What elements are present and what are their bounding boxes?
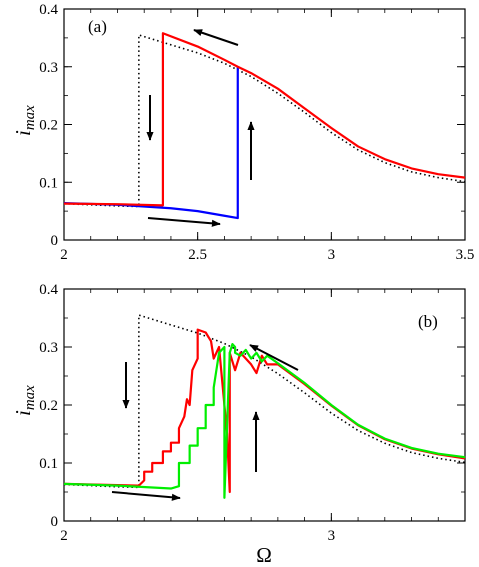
panel-label-b: (b) <box>418 312 438 331</box>
arrows-b <box>111 344 299 501</box>
arrow-up-left-icon <box>193 29 239 46</box>
y-tick-label: 0.1 <box>39 456 58 472</box>
ticks-a: 2 2.5 3 3.5 0 0.1 0.2 0.3 0.4 <box>39 2 474 263</box>
x-tick-label: 2 <box>60 247 68 263</box>
x-axis-label: Ω <box>256 543 272 567</box>
panel-a: 2 2.5 3 3.5 0 0.1 0.2 0.3 0.4 (a) <box>39 2 474 263</box>
x-tick-label: 2 <box>60 528 68 544</box>
y-tick-label: 0.3 <box>39 340 58 356</box>
series-line-0 <box>63 34 466 208</box>
y-tick-label: 0.2 <box>39 118 58 134</box>
x-tick-label: 3.5 <box>456 247 475 263</box>
y-tick-label: 0.4 <box>39 282 58 298</box>
series-line-0 <box>63 314 466 489</box>
panel-label-a: (a) <box>88 17 107 36</box>
y-tick-label: 0.4 <box>39 2 58 18</box>
arrows-a <box>146 29 255 227</box>
x-tick-label: 3 <box>328 528 336 544</box>
y-tick-label: 0 <box>51 233 59 249</box>
y-tick-label: 0.1 <box>39 175 58 191</box>
series-line-1 <box>63 328 466 494</box>
y-tick-label: 0.3 <box>39 60 58 76</box>
series-a <box>63 32 466 220</box>
series-line-1 <box>63 66 239 220</box>
arrow-up-left-icon <box>249 344 299 371</box>
series-b <box>63 314 466 499</box>
y-axis-label-b: imax <box>11 385 38 416</box>
x-tick-label: 3 <box>328 247 336 263</box>
y-tick-label: 0 <box>51 514 59 530</box>
arrow-right-icon <box>147 217 221 227</box>
series-line-2 <box>63 343 466 499</box>
panel-b: 2 3 0 0.1 0.2 0.3 0.4 (b) <box>39 282 466 544</box>
ticks-b: 2 3 0 0.1 0.2 0.3 0.4 <box>39 282 466 544</box>
series-line-2 <box>63 32 466 207</box>
arrow-right-icon <box>111 491 181 501</box>
y-tick-label: 0.2 <box>39 398 58 414</box>
x-tick-label: 2.5 <box>188 247 207 263</box>
y-axis-label-a: imax <box>11 105 38 136</box>
